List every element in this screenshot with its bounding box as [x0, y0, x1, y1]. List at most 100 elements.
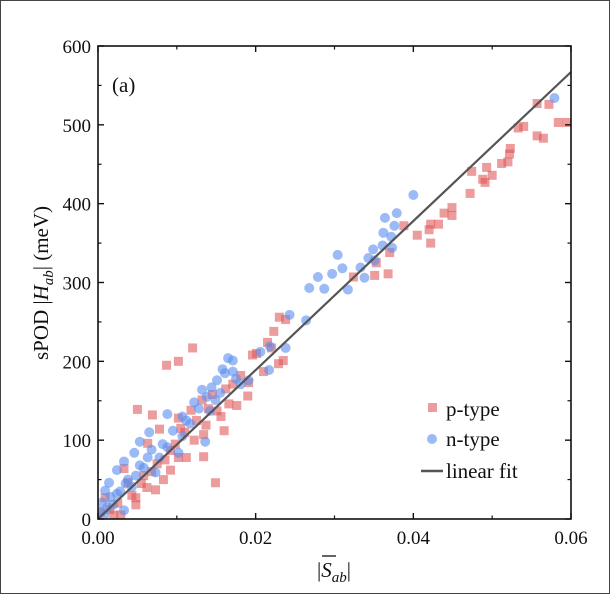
p-type-point: [370, 270, 380, 280]
data-marks: [98, 71, 571, 519]
p-type-point: [181, 453, 191, 463]
n-type-point: [549, 93, 560, 104]
n-type-point: [337, 263, 348, 274]
p-type-point: [143, 438, 153, 448]
legend-label-linear-fit: linear fit: [446, 459, 518, 483]
y-tick-label: 0: [82, 510, 92, 531]
p-type-point: [216, 412, 226, 422]
n-type-point: [115, 486, 126, 497]
n-type-point: [138, 462, 149, 473]
n-type-point: [150, 467, 161, 478]
p-type-point: [192, 415, 202, 425]
n-type-point: [230, 373, 241, 384]
n-type-point: [167, 425, 178, 436]
p-type-point: [439, 208, 449, 218]
p-type-point: [151, 485, 161, 495]
x-axis-label: |Sab|: [317, 558, 351, 586]
n-type-point: [408, 189, 419, 200]
n-type-point: [284, 309, 295, 320]
p-type-point: [480, 177, 490, 187]
y-tick-label: 200: [63, 352, 92, 373]
p-type-point: [224, 399, 234, 409]
n-type-point: [212, 375, 223, 386]
p-type-point: [426, 238, 436, 248]
p-type-point: [532, 131, 542, 141]
p-type-point: [109, 510, 119, 519]
p-type-point: [119, 464, 129, 474]
n-type-point: [102, 502, 113, 513]
n-type-point: [142, 452, 153, 463]
n-type-point: [304, 283, 315, 294]
linear-fit-line: [98, 71, 571, 519]
p-type-point: [197, 395, 207, 405]
n-type-point: [391, 208, 402, 219]
p-type-point: [142, 482, 152, 492]
y-tick-label: 400: [63, 195, 92, 216]
p-type-point: [553, 117, 563, 127]
n-type-point: [206, 382, 217, 393]
p-type-point: [274, 312, 284, 322]
n-type-point: [119, 505, 130, 516]
legend-label-n-type: n-type: [446, 427, 500, 451]
p-type-point: [513, 123, 523, 133]
p-type-point: [269, 326, 279, 336]
n-type-point: [369, 255, 380, 266]
p-type-point: [274, 359, 284, 369]
p-type-point: [447, 210, 457, 220]
n-type-point: [162, 409, 173, 420]
p-type-point: [212, 406, 222, 416]
n-type-point: [301, 315, 312, 326]
n-type-point: [201, 391, 212, 402]
p-type-point: [201, 420, 211, 430]
p-type-point: [434, 219, 444, 229]
n-type-point: [386, 231, 397, 242]
y-tick-label: 300: [63, 274, 92, 295]
n-type-point: [264, 341, 275, 352]
n-type-point: [255, 346, 266, 357]
n-type-point: [181, 415, 192, 426]
y-tick-label: 600: [63, 37, 92, 58]
n-type-point: [144, 427, 155, 438]
n-type-point: [204, 405, 215, 416]
n-type-point: [312, 271, 323, 282]
p-type-point: [160, 455, 170, 465]
p-type-point: [136, 479, 146, 489]
n-type-point: [215, 387, 226, 398]
p-type-point: [467, 166, 477, 176]
n-type-point: [378, 227, 389, 238]
p-type-point: [147, 410, 157, 420]
y-axis-label: sPOD |Hab| (meV): [29, 206, 57, 360]
n-type-point: [173, 447, 184, 458]
p-type-point: [281, 315, 291, 325]
p-type-point: [186, 405, 196, 415]
p-type-point: [199, 452, 209, 462]
legend-marker-n-type: [427, 434, 437, 444]
y-tick-label: 500: [63, 116, 92, 137]
p-type-point: [424, 225, 434, 235]
p-type-point: [166, 465, 176, 475]
p-type-point: [219, 426, 229, 436]
p-type-point: [519, 121, 529, 131]
n-type-point: [105, 491, 116, 502]
n-type-point: [119, 456, 130, 467]
panel-label: (a): [112, 73, 135, 97]
p-type-point: [228, 379, 238, 389]
n-type-point: [332, 249, 343, 260]
n-type-point: [104, 477, 115, 488]
p-type-point: [170, 439, 180, 449]
p-type-point: [100, 493, 110, 503]
p-type-point: [447, 203, 457, 213]
p-type-point: [158, 475, 168, 485]
p-type-point: [505, 143, 515, 153]
axes: 0.00 0.02 0.04 0.06 0 100 200 300 400 500 600: [63, 37, 588, 549]
p-type-point: [189, 435, 199, 445]
legend-marker-p-type: [428, 403, 437, 412]
p-type-point: [199, 430, 209, 440]
p-type-point: [176, 423, 186, 433]
n-type-point: [227, 355, 238, 366]
x-tick-label: 0.04: [397, 528, 431, 549]
p-type-point: [426, 219, 436, 229]
n-type-point: [177, 431, 188, 442]
n-type-point: [111, 465, 122, 476]
n-type-point: [129, 447, 140, 458]
